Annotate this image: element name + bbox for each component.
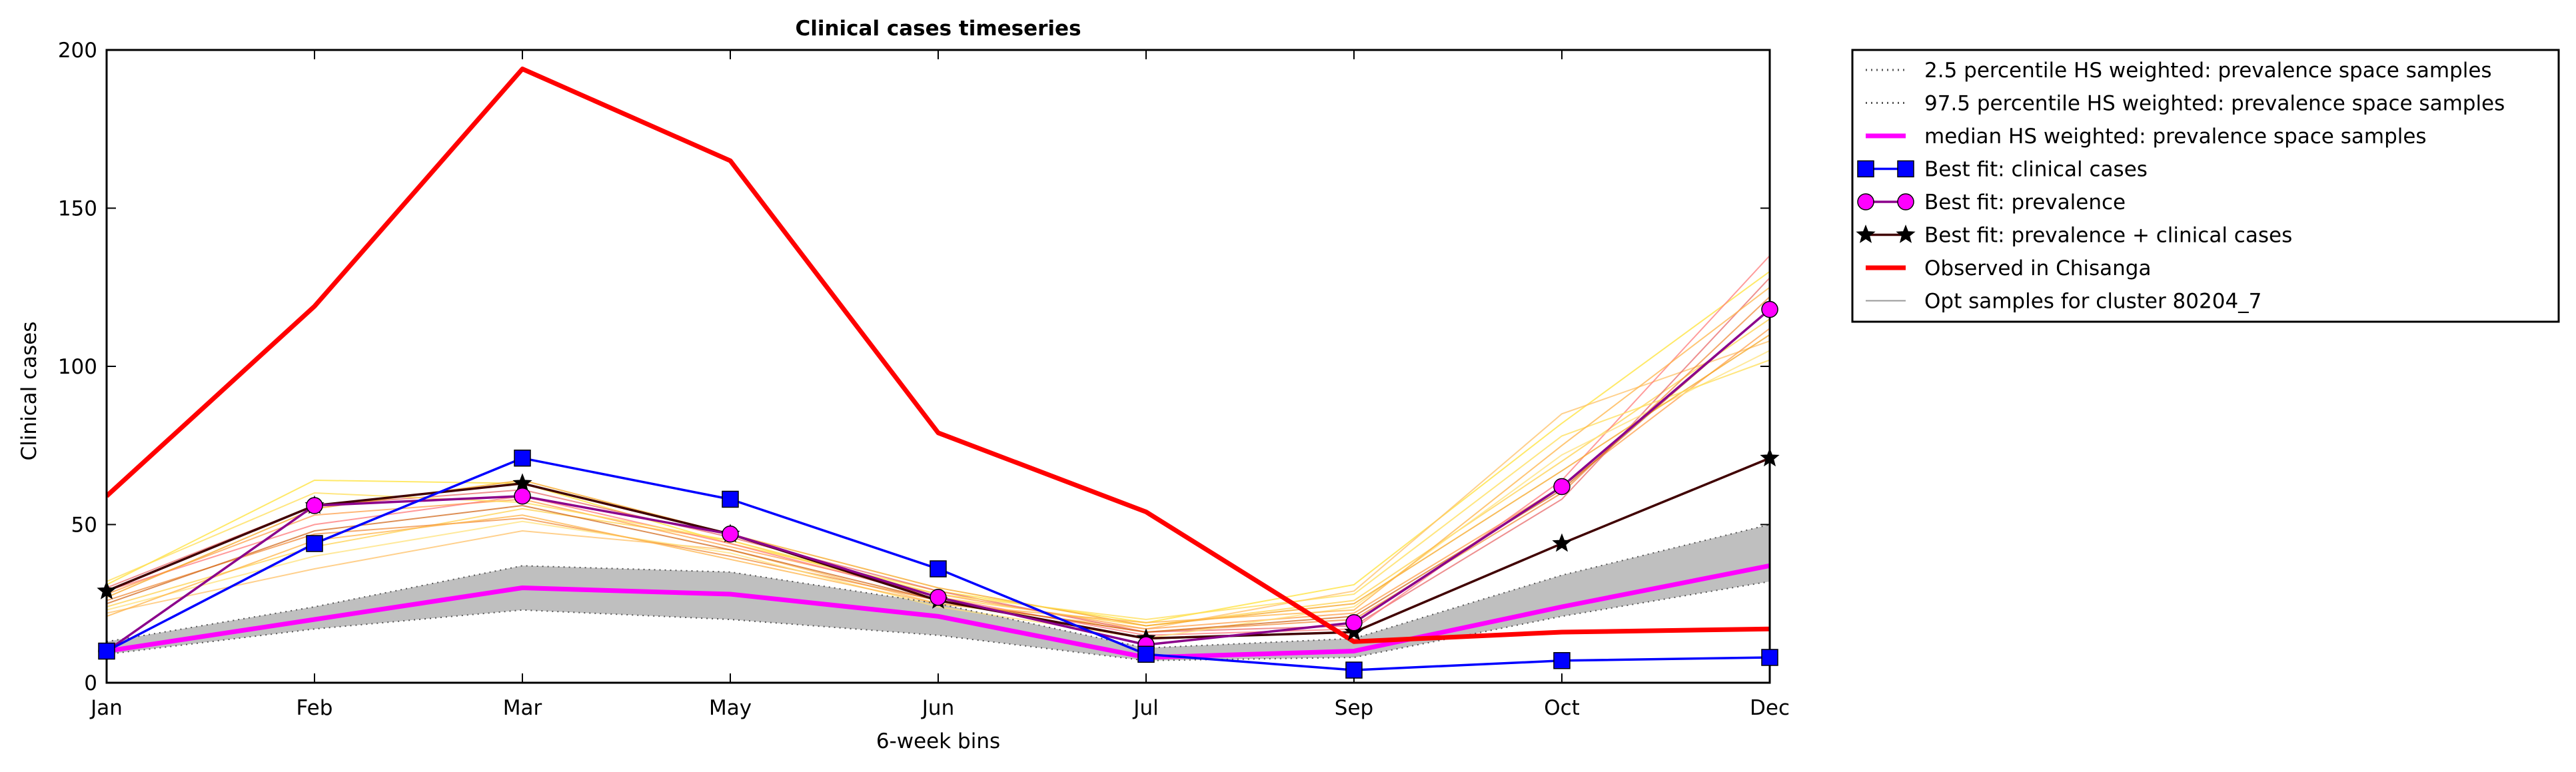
legend-marker [1857, 193, 1874, 210]
data-point-bf_clinical [930, 560, 947, 578]
axis-ticks: Jan Feb Mar May Jun Jul Sep Oct Dec 0 50 100 150 200 [58, 39, 1790, 720]
legend-marker [1896, 224, 1916, 243]
legend-entry: Opt samples for cluster 80204_7 [1866, 290, 2261, 314]
x-tick-label: Jan [89, 696, 123, 720]
y-tick-label: 100 [58, 355, 97, 379]
legend-label: median HS weighted: prevalence space sam… [1924, 125, 2427, 149]
data-point-bf_prevalence [1345, 614, 1363, 631]
legend-marker [1897, 160, 1914, 178]
x-tick-label: Jun [921, 696, 954, 720]
data-point-bf_both [512, 473, 532, 492]
series-line-observed [107, 67, 1770, 644]
y-tick-label: 150 [58, 197, 97, 221]
data-point-bf_clinical [514, 450, 531, 467]
x-tick-label: Oct [1544, 696, 1580, 720]
data-point-bf_clinical [306, 535, 323, 552]
data-point-bf_prevalence [722, 526, 739, 543]
x-tick-label: Sep [1335, 696, 1373, 720]
opt-sample-line [107, 308, 1770, 633]
legend-label: Best fit: prevalence + clinical cases [1924, 224, 2292, 248]
x-tick-label: Jul [1132, 696, 1158, 720]
legend-label: 97.5 percentile HS weighted: prevalence … [1924, 92, 2505, 116]
data-point-bf_prevalence [306, 497, 323, 514]
percentile-band [107, 524, 1770, 661]
legend-entry: median HS weighted: prevalence space sam… [1866, 125, 2427, 149]
legend-label: 2.5 percentile HS weighted: prevalence s… [1924, 59, 2492, 83]
plot-area [107, 67, 1770, 671]
legend-label: Best fit: prevalence [1924, 191, 2126, 214]
data-point-bf_clinical [1137, 645, 1155, 663]
legend-entry: 2.5 percentile HS weighted: prevalence s… [1866, 59, 2492, 83]
x-axis-label: 6-week bins [876, 729, 1000, 753]
x-tick-label: May [709, 696, 752, 720]
legend-marker [1897, 193, 1914, 210]
data-point-bf_both [1760, 448, 1780, 467]
legend-entry: Best fit: prevalence + clinical cases [1856, 224, 2292, 248]
y-tick-label: 200 [58, 39, 97, 63]
data-point-bf_both [1552, 533, 1572, 552]
legend-box [1851, 49, 2560, 323]
opt-sample-line [107, 296, 1770, 633]
legend-label: Best fit: clinical cases [1924, 158, 2148, 182]
data-point-bf_prevalence [1553, 478, 1571, 496]
opt-sample-line [107, 255, 1770, 636]
data-point-bf_prevalence [1761, 300, 1778, 318]
chart-title: Clinical cases timeseries [795, 17, 1081, 41]
data-point-bf_clinical [1345, 661, 1363, 679]
legend: 2.5 percentile HS weighted: prevalence s… [1851, 49, 2560, 323]
legend-entry: Best fit: clinical cases [1857, 158, 2148, 182]
x-tick-label: Mar [503, 696, 542, 720]
y-axis-label: Clinical cases [17, 321, 41, 460]
series-markers [97, 300, 1780, 679]
y-tick-label: 0 [84, 671, 97, 695]
data-point-bf_clinical [1761, 649, 1778, 666]
legend-label: Observed in Chisanga [1924, 256, 2152, 280]
legend-marker [1857, 160, 1874, 178]
data-point-bf_prevalence [514, 488, 531, 505]
data-point-bf_clinical [722, 490, 739, 508]
x-tick-label: Dec [1750, 696, 1790, 720]
data-point-bf_both [1344, 621, 1364, 641]
legend-entry: Observed in Chisanga [1866, 256, 2152, 280]
legend-entry: 97.5 percentile HS weighted: prevalence … [1866, 92, 2505, 116]
data-point-bf_clinical [98, 642, 115, 660]
data-point-bf_clinical [1553, 652, 1571, 669]
data-point-bf_both [97, 580, 117, 599]
y-tick-label: 50 [71, 514, 97, 538]
legend-label: Opt samples for cluster 80204_7 [1924, 290, 2261, 314]
legend-entry: Best fit: prevalence [1857, 191, 2126, 214]
x-tick-label: Feb [297, 696, 333, 720]
opt-sample-line [107, 350, 1770, 639]
opt-sample-line [107, 318, 1770, 627]
legend-marker [1856, 224, 1876, 243]
data-point-bf_prevalence [930, 589, 947, 606]
series-line-median [107, 563, 1770, 660]
